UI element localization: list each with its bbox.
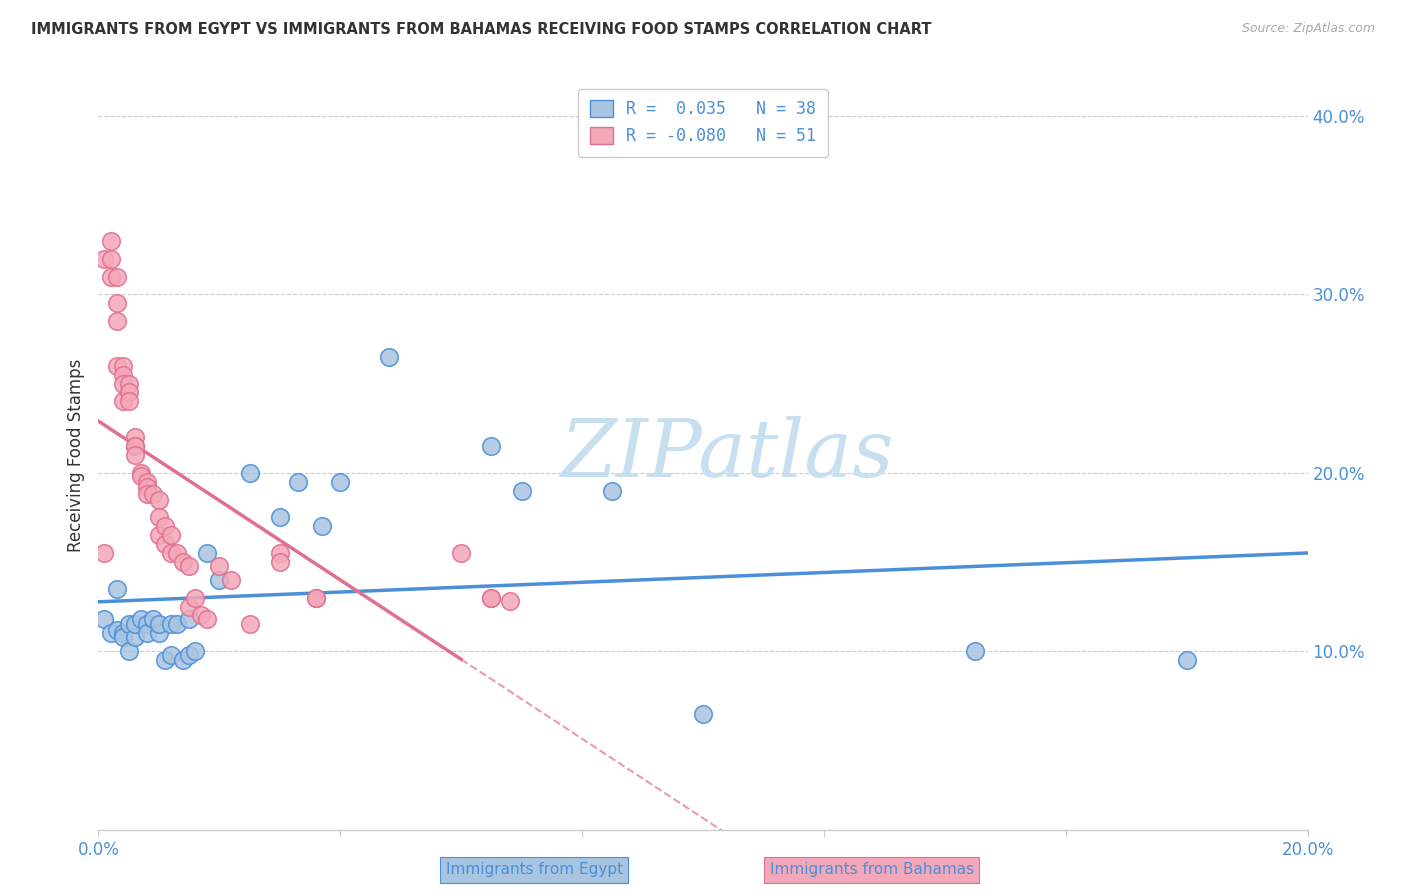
Point — [179, 558, 201, 573]
Point — [329, 475, 352, 489]
Point — [287, 475, 309, 489]
Point — [179, 612, 201, 626]
Point — [148, 510, 170, 524]
Point — [305, 591, 328, 605]
Point — [481, 591, 503, 605]
Point — [153, 653, 176, 667]
Point — [184, 644, 207, 658]
Point — [179, 648, 201, 662]
Point — [190, 608, 212, 623]
Point — [148, 626, 170, 640]
Point — [135, 487, 157, 501]
Point — [129, 612, 152, 626]
Point — [135, 475, 157, 489]
Point — [208, 573, 231, 587]
Point — [1175, 653, 1198, 667]
Point — [135, 480, 157, 494]
Point — [118, 644, 141, 658]
Point — [377, 350, 399, 364]
Point — [105, 623, 128, 637]
Point — [153, 519, 176, 533]
Point — [124, 448, 146, 462]
Point — [166, 546, 188, 560]
Point — [239, 466, 262, 480]
Point — [184, 591, 207, 605]
Point — [221, 573, 243, 587]
Legend: R =  0.035   N = 38, R = -0.080   N = 51: R = 0.035 N = 38, R = -0.080 N = 51 — [578, 88, 828, 157]
Text: ZIPatlas: ZIPatlas — [561, 417, 894, 493]
Point — [305, 591, 328, 605]
Point — [269, 555, 291, 569]
Point — [111, 376, 134, 391]
Point — [111, 630, 134, 644]
Point — [269, 546, 291, 560]
Point — [239, 617, 262, 632]
Point — [208, 558, 231, 573]
Point — [105, 269, 128, 284]
Point — [129, 469, 152, 483]
Point — [111, 359, 134, 373]
Point — [124, 439, 146, 453]
Point — [172, 653, 194, 667]
Point — [160, 648, 183, 662]
Point — [160, 617, 183, 632]
Point — [692, 706, 714, 721]
Point — [129, 466, 152, 480]
Point — [510, 483, 533, 498]
Point — [195, 546, 218, 560]
Point — [124, 617, 146, 632]
Text: IMMIGRANTS FROM EGYPT VS IMMIGRANTS FROM BAHAMAS RECEIVING FOOD STAMPS CORRELATI: IMMIGRANTS FROM EGYPT VS IMMIGRANTS FROM… — [31, 22, 931, 37]
Point — [179, 599, 201, 614]
Point — [135, 626, 157, 640]
Point — [111, 368, 134, 382]
Point — [118, 394, 141, 409]
Point — [481, 439, 503, 453]
Point — [269, 510, 291, 524]
Point — [124, 630, 146, 644]
Text: Source: ZipAtlas.com: Source: ZipAtlas.com — [1241, 22, 1375, 36]
Point — [311, 519, 333, 533]
Point — [160, 528, 183, 542]
Point — [93, 612, 115, 626]
Point — [105, 582, 128, 596]
Point — [498, 594, 520, 608]
Point — [105, 359, 128, 373]
Point — [195, 612, 218, 626]
Point — [148, 528, 170, 542]
Point — [93, 252, 115, 266]
Point — [602, 483, 624, 498]
Point — [118, 376, 141, 391]
Point — [148, 617, 170, 632]
Point — [111, 626, 134, 640]
Point — [105, 314, 128, 328]
Point — [166, 617, 188, 632]
Point — [100, 252, 122, 266]
Point — [100, 234, 122, 248]
Point — [118, 617, 141, 632]
Point — [148, 492, 170, 507]
Point — [142, 612, 165, 626]
Text: Immigrants from Egypt: Immigrants from Egypt — [446, 863, 623, 877]
Point — [93, 546, 115, 560]
Point — [172, 555, 194, 569]
Y-axis label: Receiving Food Stamps: Receiving Food Stamps — [66, 359, 84, 551]
Point — [135, 617, 157, 632]
Point — [111, 394, 134, 409]
Text: Immigrants from Bahamas: Immigrants from Bahamas — [769, 863, 974, 877]
Point — [105, 296, 128, 310]
Point — [481, 591, 503, 605]
Point — [124, 430, 146, 444]
Point — [142, 487, 165, 501]
Point — [153, 537, 176, 551]
Point — [124, 439, 146, 453]
Point — [118, 385, 141, 400]
Point — [965, 644, 987, 658]
Point — [100, 269, 122, 284]
Point — [100, 626, 122, 640]
Point — [160, 546, 183, 560]
Point — [450, 546, 472, 560]
